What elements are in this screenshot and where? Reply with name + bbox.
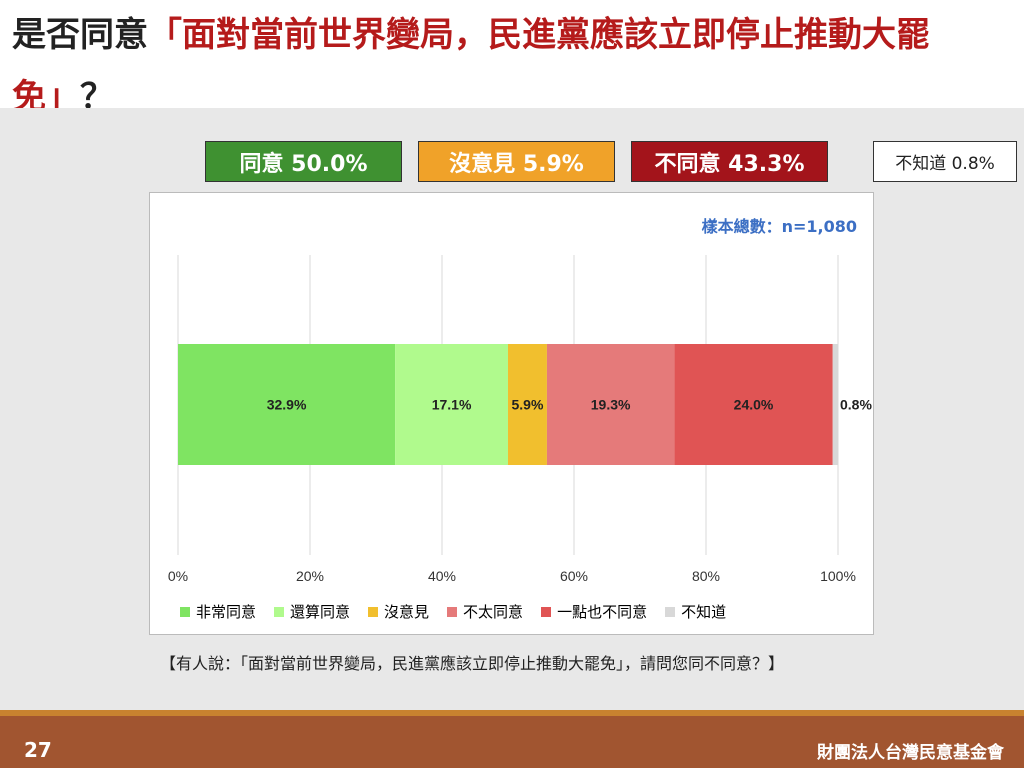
- legend-swatch: [665, 606, 676, 617]
- x-tick-label: 80%: [692, 568, 720, 584]
- slide-title: 是否同意「面對當前世界變局，民進黨應該立即停止推動大罷免」？: [12, 4, 1012, 128]
- legend-label: 不知道: [681, 603, 727, 621]
- title-highlight: 「面對當前世界變局，民進黨應該立即停止推動大罷免」: [12, 15, 930, 117]
- legend-item: 不太同意: [447, 601, 523, 622]
- legend-label: 還算同意: [290, 603, 351, 621]
- sample-size: 樣本總數：n=1,080: [701, 217, 857, 236]
- x-tick-label: 20%: [296, 568, 324, 584]
- bar-segment: [832, 344, 838, 465]
- data-label: 32.9%: [267, 397, 307, 413]
- chart-legend: 非常同意 還算同意 沒意見 不太同意 一點也不同意 不知道: [180, 601, 726, 622]
- bar-segment: [395, 344, 508, 465]
- summary-no-opinion: 沒意見 5.9%: [418, 141, 615, 182]
- legend-item: 一點也不同意: [541, 601, 647, 622]
- stacked-bar-chart: 0% 20% 40% 60% 80% 100% 32.9% 17.1% 5.9% 19.3% 24.…: [168, 255, 872, 584]
- legend-item: 沒意見: [368, 601, 429, 622]
- legend-item: 還算同意: [274, 601, 350, 622]
- legend-swatch: [180, 606, 190, 617]
- data-label: 19.3%: [591, 397, 631, 413]
- summary-dont-know: 不知道 0.8%: [873, 141, 1017, 182]
- bar-segment: [178, 344, 396, 465]
- legend-item: 非常同意: [180, 601, 256, 622]
- x-tick-label: 60%: [560, 568, 588, 584]
- page-number: 27: [24, 738, 52, 762]
- summary-agree: 同意 50.0%: [205, 141, 402, 182]
- legend-label: 一點也不同意: [557, 603, 648, 621]
- x-tick-label: 100%: [820, 568, 856, 584]
- legend-label: 不太同意: [463, 603, 524, 621]
- legend-swatch: [541, 606, 552, 617]
- data-label: 17.1%: [432, 397, 472, 413]
- organization-name: 財團法人台灣民意基金會: [817, 743, 1004, 763]
- data-label: 24.0%: [734, 397, 774, 413]
- title-prefix: 是否同意: [12, 15, 148, 55]
- chart-panel: 樣本總數：n=1,080 0% 20% 40% 60% 80% 100% 32.9% 17.1…: [149, 192, 874, 635]
- data-label: 5.9%: [512, 397, 544, 413]
- summary-disagree: 不同意 43.3%: [631, 141, 828, 182]
- x-tick-label: 0%: [168, 568, 188, 584]
- data-label: 0.8%: [840, 397, 872, 413]
- x-tick-label: 40%: [428, 568, 456, 584]
- question-text: 【有人說：「面對當前世界變局，民進黨應該立即停止推動大罷免」，請問您同不同意？】: [160, 654, 785, 673]
- bar-segment: [546, 344, 675, 465]
- bar-segment: [674, 344, 833, 465]
- bar-segment: [508, 344, 547, 465]
- legend-swatch: [368, 606, 379, 617]
- legend-item: 不知道: [665, 601, 726, 622]
- footer-bar: 27 財團法人台灣民意基金會: [0, 710, 1024, 768]
- legend-swatch: [274, 606, 285, 617]
- legend-swatch: [447, 606, 458, 617]
- legend-label: 非常同意: [196, 603, 257, 621]
- legend-label: 沒意見: [384, 603, 430, 621]
